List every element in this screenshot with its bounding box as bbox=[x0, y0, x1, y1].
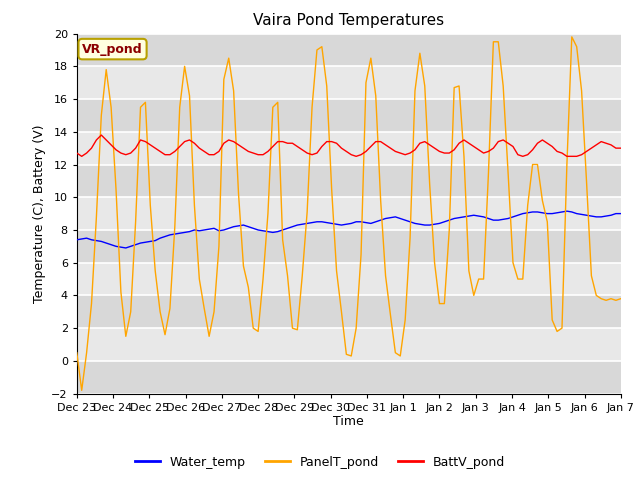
Line: PanelT_pond: PanelT_pond bbox=[77, 37, 621, 390]
Bar bbox=[77, 99, 621, 132]
PanelT_pond bbox=[73, 350, 81, 356]
Water_temp bbox=[122, 245, 130, 251]
Bar bbox=[77, 361, 621, 394]
PanelT_pond bbox=[617, 296, 625, 301]
PanelT_pond bbox=[470, 292, 477, 298]
Bar bbox=[77, 132, 621, 165]
Water_temp bbox=[445, 217, 453, 223]
PanelT_pond bbox=[607, 296, 615, 301]
BattV_pond bbox=[274, 139, 282, 144]
BattV_pond bbox=[607, 142, 615, 148]
BattV_pond bbox=[617, 145, 625, 151]
Water_temp bbox=[563, 208, 571, 214]
Bar bbox=[77, 165, 621, 197]
PanelT_pond bbox=[78, 387, 86, 393]
PanelT_pond bbox=[499, 83, 507, 89]
BattV_pond bbox=[78, 154, 86, 159]
PanelT_pond bbox=[568, 34, 575, 40]
BattV_pond bbox=[387, 145, 394, 151]
Bar bbox=[77, 263, 621, 295]
PanelT_pond bbox=[445, 227, 453, 233]
PanelT_pond bbox=[381, 273, 389, 279]
Water_temp bbox=[499, 216, 507, 222]
BattV_pond bbox=[73, 150, 81, 156]
Bar bbox=[77, 197, 621, 230]
Text: VR_pond: VR_pond bbox=[82, 43, 143, 56]
Water_temp bbox=[269, 229, 276, 235]
Bar bbox=[77, 328, 621, 361]
Title: Vaira Pond Temperatures: Vaira Pond Temperatures bbox=[253, 13, 444, 28]
Water_temp bbox=[617, 211, 625, 216]
Y-axis label: Temperature (C), Battery (V): Temperature (C), Battery (V) bbox=[33, 124, 45, 303]
BattV_pond bbox=[504, 140, 512, 146]
BattV_pond bbox=[475, 147, 483, 153]
Bar bbox=[77, 295, 621, 328]
Bar bbox=[77, 66, 621, 99]
Bar bbox=[77, 230, 621, 263]
Water_temp bbox=[73, 237, 81, 243]
Line: BattV_pond: BattV_pond bbox=[77, 135, 621, 156]
Water_temp bbox=[470, 212, 477, 218]
Legend: Water_temp, PanelT_pond, BattV_pond: Water_temp, PanelT_pond, BattV_pond bbox=[130, 451, 510, 474]
BattV_pond bbox=[97, 132, 105, 138]
Water_temp bbox=[381, 216, 389, 221]
Water_temp bbox=[607, 212, 615, 218]
Line: Water_temp: Water_temp bbox=[77, 211, 621, 248]
BattV_pond bbox=[451, 147, 458, 153]
PanelT_pond bbox=[269, 104, 276, 110]
Bar bbox=[77, 34, 621, 66]
X-axis label: Time: Time bbox=[333, 415, 364, 429]
